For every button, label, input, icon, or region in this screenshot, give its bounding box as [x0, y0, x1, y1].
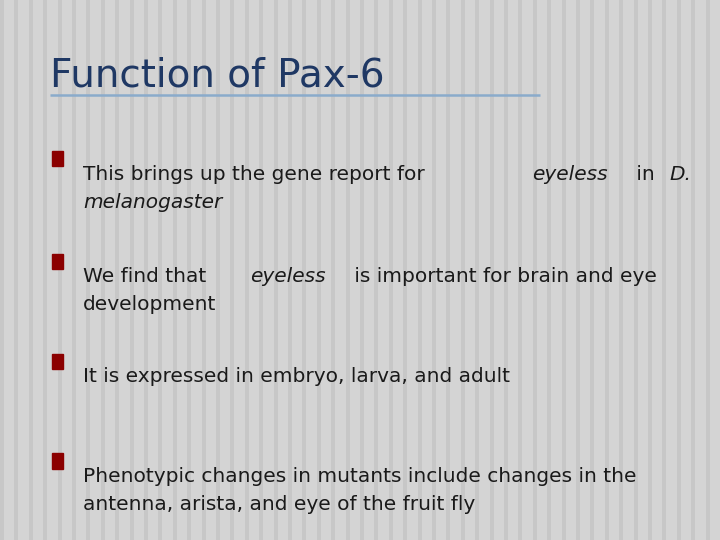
- Text: We find that: We find that: [83, 267, 212, 286]
- Bar: [662, 0, 666, 540]
- Bar: [475, 0, 480, 540]
- Bar: [130, 0, 134, 540]
- Bar: [187, 0, 192, 540]
- Text: is important for brain and eye: is important for brain and eye: [348, 267, 657, 286]
- Bar: [52, 254, 63, 269]
- Bar: [677, 0, 681, 540]
- Bar: [144, 0, 148, 540]
- Bar: [202, 0, 206, 540]
- Text: D.: D.: [670, 165, 692, 184]
- Bar: [158, 0, 163, 540]
- Bar: [590, 0, 595, 540]
- Bar: [43, 0, 48, 540]
- Bar: [302, 0, 306, 540]
- Bar: [346, 0, 349, 540]
- Bar: [562, 0, 566, 540]
- Bar: [58, 0, 62, 540]
- Bar: [52, 354, 63, 369]
- Text: Function of Pax-6: Function of Pax-6: [50, 57, 385, 94]
- Bar: [52, 151, 63, 166]
- Text: in: in: [629, 165, 661, 184]
- Bar: [101, 0, 105, 540]
- Bar: [317, 0, 321, 540]
- Bar: [374, 0, 379, 540]
- Bar: [0, 0, 4, 540]
- Bar: [490, 0, 494, 540]
- Text: melanogaster: melanogaster: [83, 193, 222, 212]
- Bar: [389, 0, 393, 540]
- Text: development: development: [83, 295, 216, 314]
- Bar: [331, 0, 335, 540]
- Text: Phenotypic changes in mutants include changes in the: Phenotypic changes in mutants include ch…: [83, 467, 636, 486]
- Bar: [547, 0, 552, 540]
- Bar: [533, 0, 536, 540]
- Bar: [634, 0, 638, 540]
- Bar: [72, 0, 76, 540]
- Bar: [691, 0, 695, 540]
- Bar: [432, 0, 436, 540]
- Bar: [619, 0, 623, 540]
- Bar: [576, 0, 580, 540]
- Bar: [648, 0, 652, 540]
- Text: antenna, arista, and eye of the fruit fly: antenna, arista, and eye of the fruit fl…: [83, 495, 475, 514]
- Bar: [403, 0, 408, 540]
- Bar: [605, 0, 608, 540]
- Bar: [360, 0, 364, 540]
- Bar: [86, 0, 91, 540]
- Text: It is expressed in embryo, larva, and adult: It is expressed in embryo, larva, and ad…: [83, 367, 510, 386]
- Bar: [446, 0, 451, 540]
- Text: eyeless: eyeless: [250, 267, 325, 286]
- Bar: [288, 0, 292, 540]
- Text: This brings up the gene report for: This brings up the gene report for: [83, 165, 431, 184]
- Bar: [274, 0, 278, 540]
- Bar: [216, 0, 220, 540]
- Bar: [173, 0, 177, 540]
- Bar: [706, 0, 709, 540]
- Bar: [518, 0, 522, 540]
- Bar: [461, 0, 465, 540]
- Bar: [115, 0, 120, 540]
- Bar: [14, 0, 19, 540]
- Bar: [230, 0, 235, 540]
- Bar: [52, 454, 63, 469]
- Text: eyeless: eyeless: [532, 165, 608, 184]
- Bar: [29, 0, 33, 540]
- Bar: [504, 0, 508, 540]
- Bar: [245, 0, 249, 540]
- Bar: [418, 0, 421, 540]
- Bar: [259, 0, 264, 540]
